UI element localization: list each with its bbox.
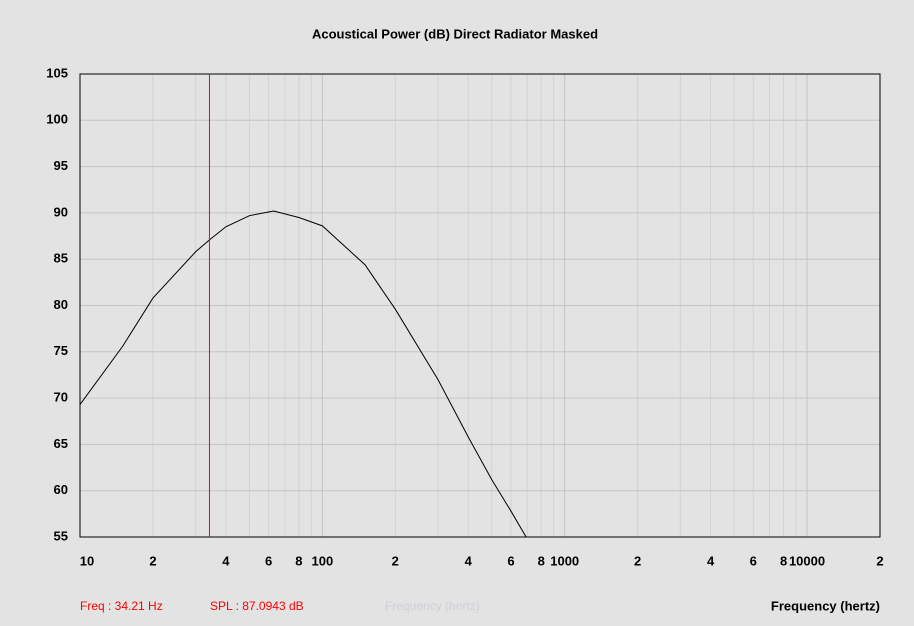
x-tick-label: 8 bbox=[295, 553, 302, 568]
x-tick-label: 6 bbox=[265, 553, 272, 568]
x-tick-label: 2 bbox=[392, 553, 399, 568]
line bbox=[79, 210, 527, 538]
y-tick-label: 65 bbox=[54, 436, 68, 451]
chart-title: Acoustical Power (dB) Direct Radiator Ma… bbox=[312, 26, 598, 41]
y-tick-label: 70 bbox=[54, 390, 68, 405]
x-tick-label: 8 bbox=[780, 553, 787, 568]
x-tick-label: 1000 bbox=[550, 553, 579, 568]
y-tick-label: 90 bbox=[54, 204, 68, 219]
ghost-label: Frequency (hertz) bbox=[385, 599, 480, 613]
y-tick-label: 80 bbox=[54, 297, 68, 312]
status-freq: Freq : 34.21 Hz bbox=[80, 599, 163, 613]
x-tick-label: 10000 bbox=[789, 553, 825, 568]
x-tick-label: 10 bbox=[80, 553, 94, 568]
y-tick-label: 100 bbox=[46, 112, 68, 127]
plot-border bbox=[79, 73, 881, 538]
x-axis-label: Frequency (hertz) bbox=[771, 598, 880, 613]
y-tick-label: 85 bbox=[54, 251, 68, 266]
y-tick-label: 105 bbox=[46, 65, 68, 80]
y-tick-label: 75 bbox=[54, 343, 68, 358]
x-tick-label: 6 bbox=[750, 553, 757, 568]
x-tick-label: 4 bbox=[222, 553, 230, 568]
x-tick-label: 2 bbox=[634, 553, 641, 568]
x-tick-label: 6 bbox=[507, 553, 514, 568]
x-tick-label: 4 bbox=[465, 553, 473, 568]
x-tick-label: 2 bbox=[149, 553, 156, 568]
x-tick-label: 100 bbox=[311, 553, 333, 568]
y-tick-label: 95 bbox=[54, 158, 68, 173]
status-spl: SPL : 87.0943 dB bbox=[210, 599, 304, 613]
x-tick-label: 4 bbox=[707, 553, 715, 568]
y-tick-label: 55 bbox=[54, 528, 68, 543]
x-tick-label: 8 bbox=[538, 553, 545, 568]
x-tick-label: 2 bbox=[876, 553, 883, 568]
y-tick-label: 60 bbox=[54, 482, 68, 497]
